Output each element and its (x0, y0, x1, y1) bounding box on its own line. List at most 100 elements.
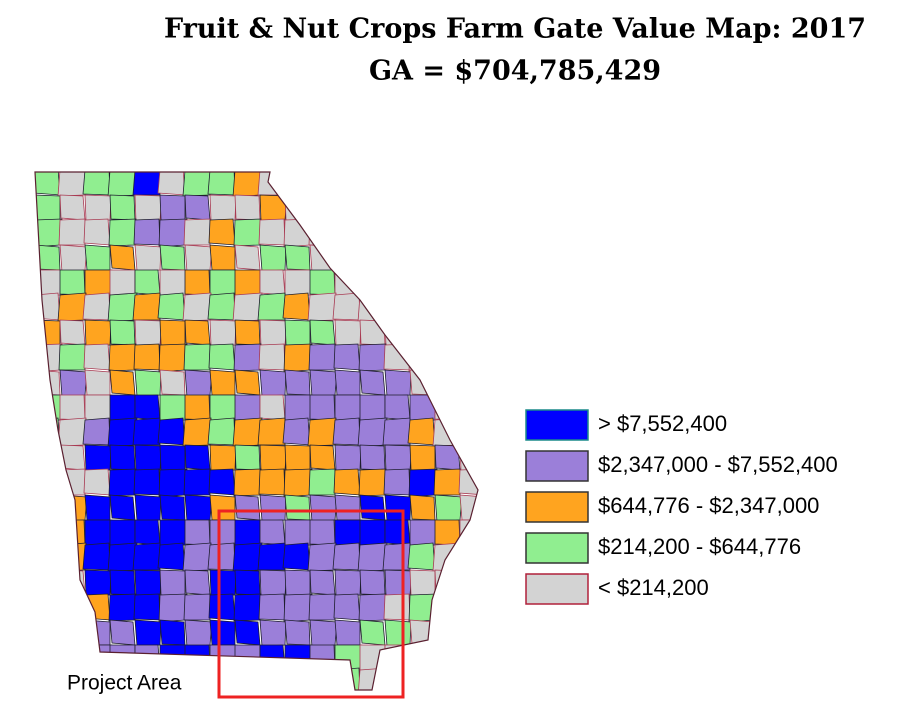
county (259, 619, 287, 647)
county (58, 593, 86, 621)
county (284, 494, 311, 521)
county (35, 319, 61, 346)
county (184, 444, 211, 471)
county (108, 593, 137, 622)
county (134, 569, 163, 598)
county (457, 292, 478, 321)
county (109, 519, 136, 546)
county (183, 343, 211, 371)
county (134, 194, 163, 223)
county (183, 593, 211, 621)
county (359, 569, 386, 596)
county (109, 244, 136, 271)
county (184, 519, 211, 546)
county (184, 269, 211, 296)
county (434, 194, 461, 221)
county (334, 244, 361, 271)
county (84, 194, 112, 222)
county (232, 292, 263, 323)
county (259, 269, 286, 296)
county (358, 593, 387, 622)
county (358, 218, 387, 247)
county (35, 369, 61, 396)
county (134, 394, 161, 421)
county (257, 292, 286, 321)
county (109, 569, 136, 596)
county (232, 667, 263, 690)
county (357, 667, 388, 690)
county (309, 369, 338, 398)
county (183, 468, 211, 496)
county (459, 244, 478, 271)
county (459, 644, 478, 673)
county (308, 593, 336, 621)
county (334, 194, 362, 222)
county (108, 343, 137, 372)
county (35, 468, 63, 498)
county (384, 494, 412, 522)
county (159, 244, 186, 271)
county (359, 244, 386, 271)
county (407, 417, 436, 446)
county (284, 194, 311, 221)
county (434, 644, 461, 671)
county (234, 244, 261, 271)
county (333, 593, 361, 621)
county (459, 494, 478, 521)
county (107, 542, 138, 573)
county (384, 244, 412, 272)
county (159, 444, 186, 471)
county (283, 343, 313, 373)
county (159, 319, 186, 346)
county (432, 667, 462, 690)
county (184, 394, 211, 421)
county (459, 194, 478, 222)
legend-label: < $214,200 (598, 575, 709, 600)
county (134, 444, 163, 473)
county (207, 417, 236, 446)
county (332, 417, 361, 446)
county (35, 667, 61, 690)
county (409, 494, 436, 521)
county (359, 444, 386, 471)
county (257, 542, 286, 571)
county (284, 319, 311, 346)
county (259, 444, 288, 473)
county (258, 218, 286, 246)
county (333, 218, 361, 246)
county (57, 417, 87, 447)
county (59, 644, 86, 671)
county (409, 644, 437, 672)
county (109, 369, 136, 396)
county (409, 319, 436, 346)
county (84, 369, 111, 396)
county (333, 468, 361, 496)
county (133, 218, 161, 246)
county (59, 619, 88, 648)
county (309, 519, 336, 546)
county (82, 292, 111, 321)
county (208, 218, 236, 246)
county (207, 542, 236, 571)
county (207, 292, 236, 321)
county (107, 417, 138, 448)
county (284, 519, 312, 547)
county (284, 369, 311, 396)
county (334, 269, 363, 298)
county (457, 667, 478, 690)
county (159, 269, 187, 297)
county (434, 319, 461, 346)
county (132, 417, 161, 446)
county (383, 218, 411, 246)
county (382, 292, 411, 321)
county (307, 292, 337, 322)
county (259, 569, 288, 598)
county (259, 369, 287, 397)
county (182, 292, 212, 322)
county (208, 593, 236, 621)
county (258, 468, 286, 496)
county (332, 172, 361, 196)
county (232, 417, 263, 448)
county (184, 494, 213, 523)
county (84, 569, 112, 597)
